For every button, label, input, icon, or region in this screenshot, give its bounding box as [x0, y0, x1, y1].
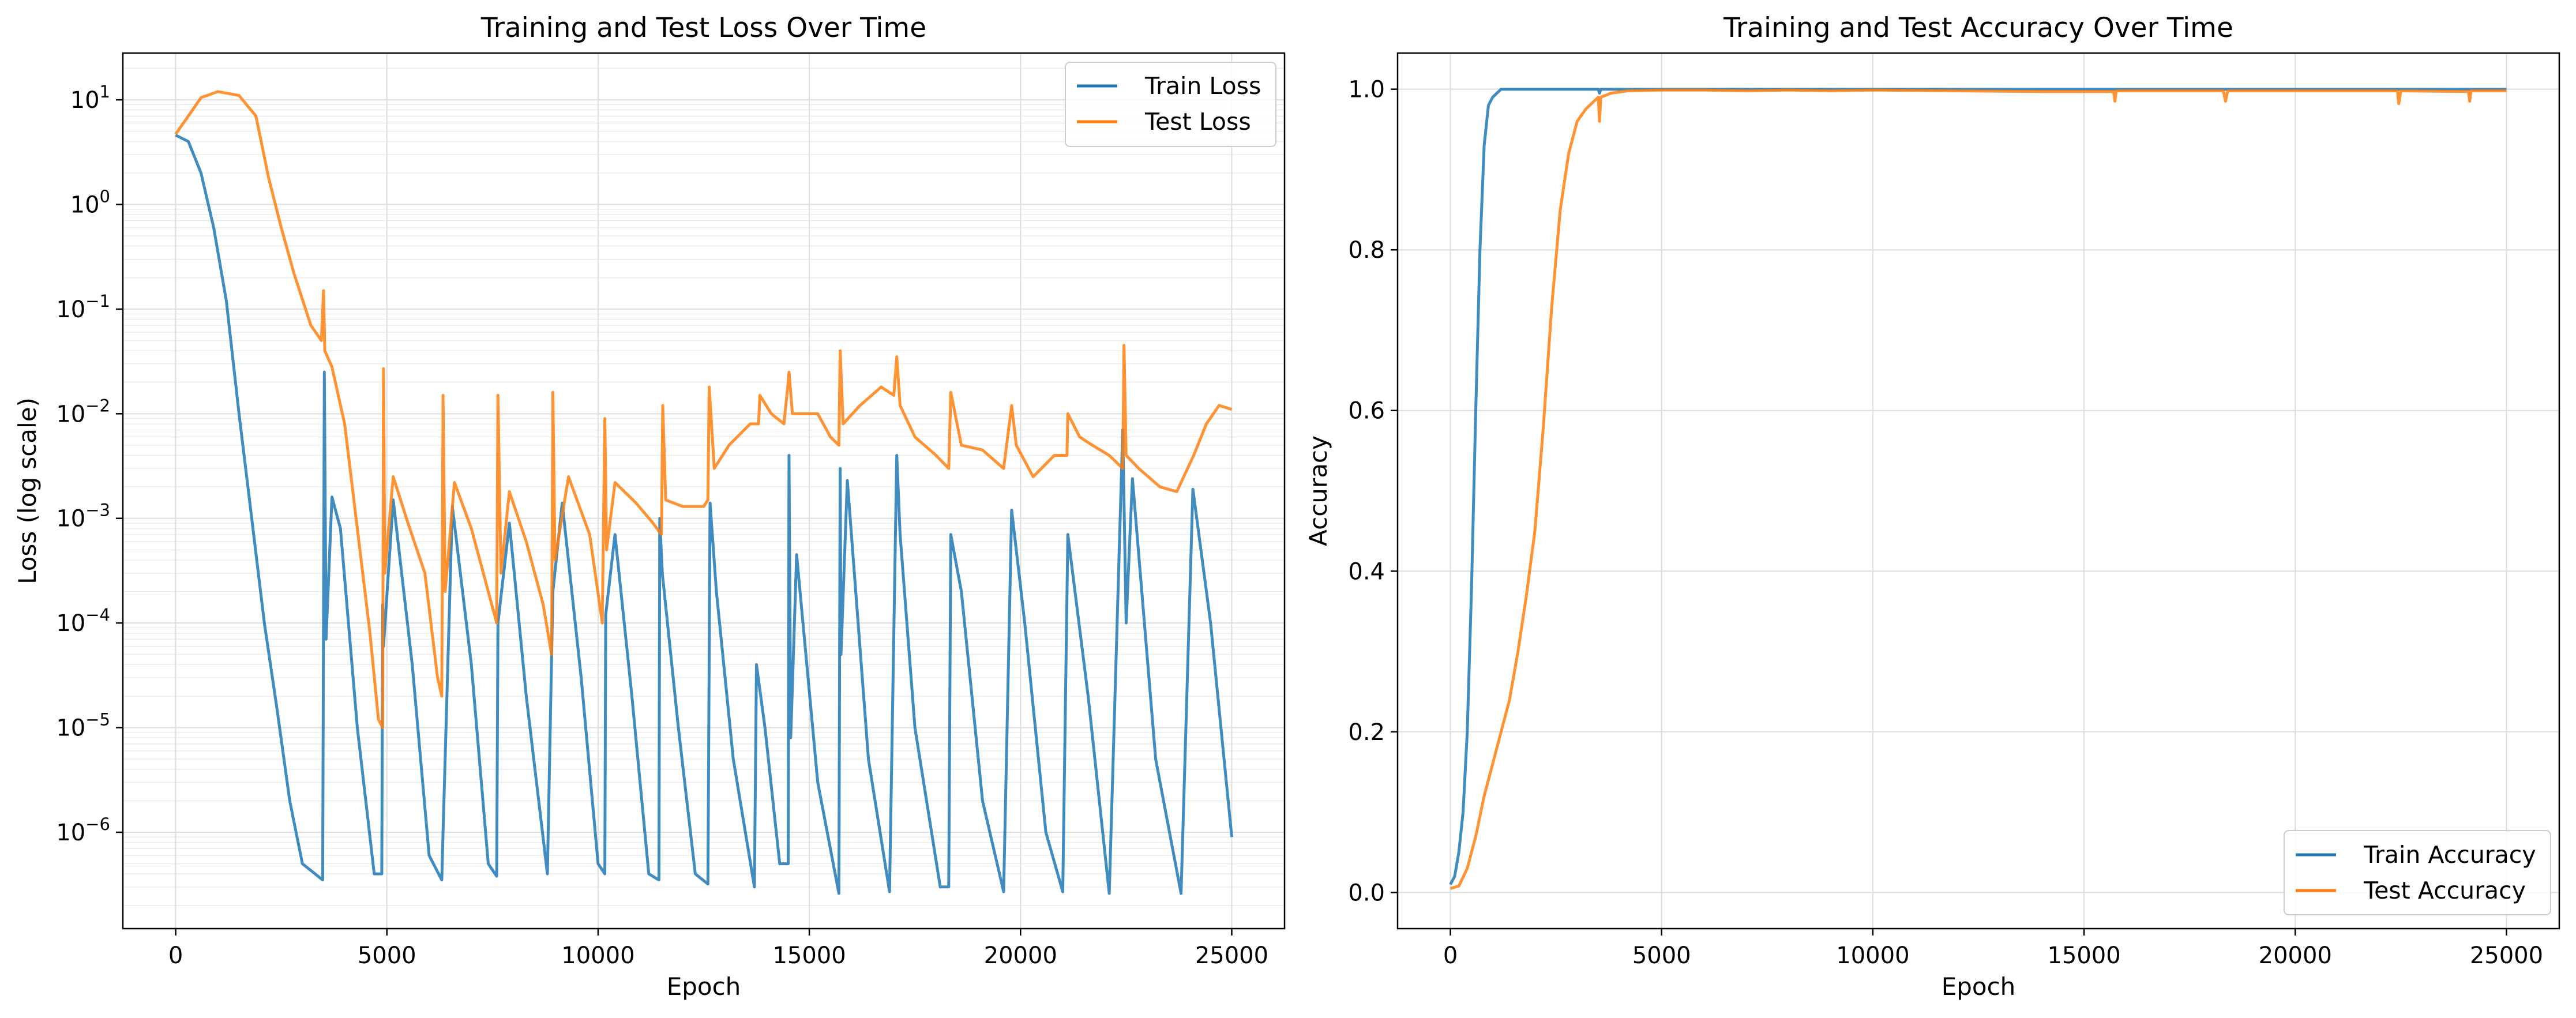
accuracy-grid	[1398, 53, 2559, 929]
accuracy-title: Training and Test Accuracy Over Time	[1723, 12, 2233, 44]
loss-x-tick-label: 10000	[561, 942, 634, 969]
loss-panel: 0 5000 10000 15000 20000 25000 10−6 10−5 10−4 10−…	[13, 12, 1286, 1001]
loss-y-tick-label: 100	[70, 187, 110, 219]
accuracy-x-tick-label: 0	[1443, 942, 1458, 969]
accuracy-x-tick-label: 10000	[1836, 942, 1909, 969]
accuracy-y-axis-label: Accuracy	[1304, 435, 1332, 546]
loss-y-axis-label: Loss (log scale)	[13, 397, 42, 584]
loss-ticks: 0 5000 10000 15000 20000 25000 10−6 10−5 10−4 10−…	[56, 82, 1268, 969]
accuracy-x-tick-label: 5000	[1632, 942, 1691, 969]
loss-y-tick-label: 10−2	[56, 396, 110, 427]
accuracy-series	[1449, 88, 2507, 890]
accuracy-y-tick-label: 0.8	[1348, 237, 1385, 264]
loss-series-train-loss-line	[175, 134, 1233, 895]
accuracy-y-tick-label: 1.0	[1348, 77, 1385, 103]
loss-legend-test-label: Test Loss	[1144, 108, 1251, 136]
loss-x-tick-label: 25000	[1195, 942, 1268, 969]
loss-y-tick-label: 10−6	[56, 814, 110, 846]
accuracy-y-tick-label: 0.2	[1348, 719, 1385, 746]
accuracy-y-tick-label: 0.6	[1348, 398, 1385, 425]
loss-x-tick-label: 15000	[772, 942, 846, 969]
loss-x-tick-label: 20000	[984, 942, 1057, 969]
accuracy-panel: 0 5000 10000 15000 20000 25000 0.0 0.2 0.4 0.6 0.8…	[1304, 12, 2560, 1001]
loss-legend-train-label: Train Loss	[1144, 72, 1261, 100]
loss-legend: Train Loss Test Loss	[1065, 62, 1276, 147]
loss-axes-frame	[122, 52, 1286, 930]
accuracy-legend-box	[2284, 830, 2551, 915]
accuracy-series-train-accuracy-line	[1449, 88, 2507, 885]
loss-x-tick-label: 5000	[358, 942, 416, 969]
loss-series	[174, 90, 1233, 895]
accuracy-x-tick-label: 15000	[2047, 942, 2120, 969]
accuracy-x-tick-label: 25000	[2470, 942, 2543, 969]
loss-x-axis-label: Epoch	[667, 972, 741, 1001]
accuracy-y-tick-label: 0.0	[1348, 880, 1385, 906]
accuracy-y-tick-label: 0.4	[1348, 558, 1385, 585]
accuracy-legend: Train Accuracy Test Accuracy	[2284, 830, 2551, 915]
accuracy-axes-frame	[1396, 52, 2560, 930]
loss-y-tick-label: 101	[70, 82, 110, 114]
loss-x-tick-label: 0	[168, 942, 183, 969]
loss-y-tick-label: 10−5	[56, 710, 110, 742]
accuracy-x-axis-label: Epoch	[1942, 972, 2016, 1001]
loss-y-tick-label: 10−4	[56, 605, 110, 637]
accuracy-x-tick-label: 20000	[2259, 942, 2332, 969]
loss-title: Training and Test Loss Over Time	[480, 12, 926, 44]
loss-y-tick-label: 10−3	[56, 501, 110, 532]
loss-series-test-loss-line	[174, 90, 1233, 730]
accuracy-ticks: 0 5000 10000 15000 20000 25000 0.0 0.2 0.4 0.6 0.8…	[1348, 77, 2543, 969]
accuracy-legend-test-label: Test Accuracy	[2363, 877, 2526, 904]
loss-y-tick-label: 10−1	[56, 291, 110, 323]
accuracy-legend-train-label: Train Accuracy	[2363, 841, 2536, 869]
loss-legend-box	[1065, 62, 1276, 147]
accuracy-series-test-accuracy-line	[1450, 88, 2507, 890]
